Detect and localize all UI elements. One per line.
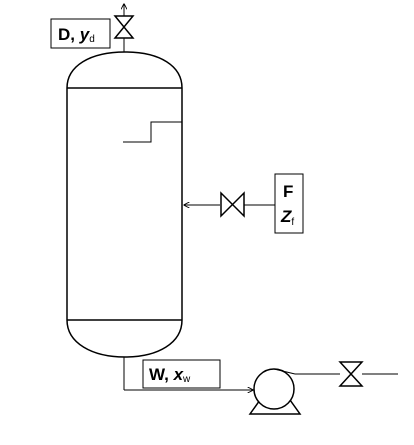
svg-text:D, yd: D, yd [58,25,95,45]
column-vessel [66,51,183,358]
distillate-main-text: D, [58,25,80,44]
svg-text:Zf: Zf [280,207,294,228]
distillate-var-text: y [79,25,91,44]
column-top-head [66,51,183,89]
bottoms-label-box: W, xw [142,359,221,389]
feed-main-text: F [283,182,293,201]
bottoms-var-text: x [173,365,185,384]
pump-icon[interactable] [248,368,302,415]
top-valve-icon[interactable] [113,15,135,39]
internal-weir [123,121,182,143]
feed-valve-icon[interactable] [220,191,245,218]
bottoms-sub-text: w [182,374,191,385]
svg-text:W, xw: W, xw [149,365,191,385]
feed-var-text: Z [280,207,292,226]
feed-sub-text: f [291,217,294,228]
column-bottom-head [66,319,183,358]
feed-label-box: F Zf [274,173,304,234]
bottoms-line [123,357,398,390]
distillate-sub-text: d [89,34,95,45]
outlet-valve-icon[interactable] [338,361,364,387]
bottoms-main-text: W, [149,365,174,384]
distillate-label-box: D, yd [50,18,111,49]
